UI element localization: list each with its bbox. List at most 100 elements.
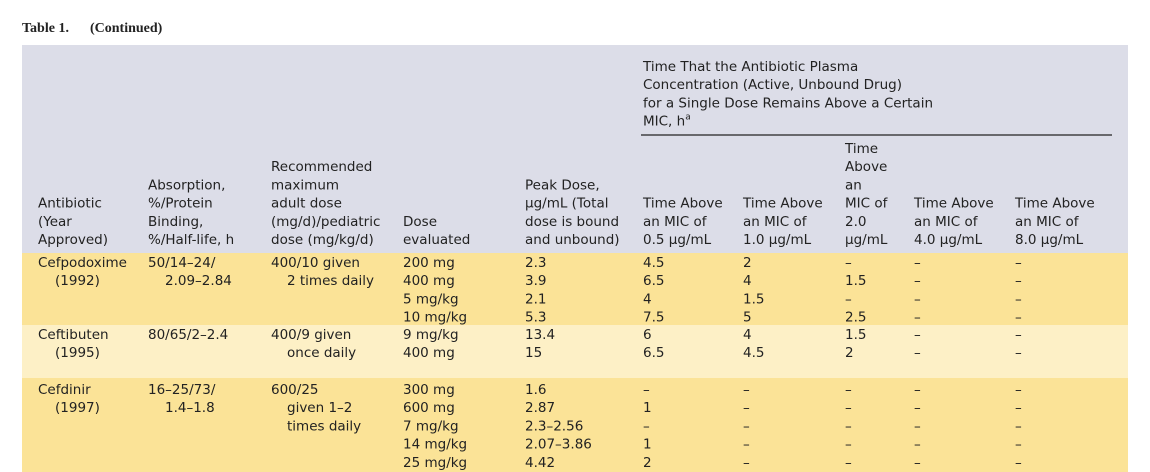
cell: –	[914, 327, 921, 343]
column-header: and unbound)	[525, 232, 620, 248]
cell: –	[914, 345, 921, 361]
column-header: dose (mg/kg/d)	[271, 232, 374, 248]
column-header: Time Above	[913, 196, 994, 212]
caption-note: (Continued)	[90, 21, 163, 36]
antibiotic-text: Cefpodoxime	[38, 255, 127, 271]
absorption-text: 50/14–24/	[148, 255, 216, 271]
cell: 2.87	[525, 400, 555, 416]
group-header-line: Time That the Antibiotic Plasma	[642, 59, 858, 75]
column-header: 1.0 μg/mL	[743, 232, 812, 248]
recommended-text: 600/25	[271, 382, 319, 398]
cell: 1.5	[845, 327, 866, 343]
column-header: an MIC of	[743, 214, 808, 230]
cell: 400 mg	[403, 273, 455, 289]
absorption-text: 2.09–2.84	[165, 273, 232, 289]
cell: –	[1015, 382, 1022, 398]
recommended-text: 400/9 given	[271, 327, 351, 343]
cell: –	[1015, 273, 1022, 289]
cell: 13.4	[525, 327, 555, 343]
recommended-text: once daily	[287, 345, 356, 361]
cell: 4.5	[643, 255, 664, 271]
antibiotic-text: (1997)	[55, 400, 100, 416]
header-background	[22, 45, 1128, 253]
cell: 400 mg	[403, 345, 455, 361]
cell: –	[914, 437, 921, 453]
group-band	[22, 325, 1128, 378]
cell: –	[1015, 418, 1022, 434]
column-header: Time Above	[642, 196, 723, 212]
antibiotic-text: Ceftibuten	[38, 327, 109, 343]
cell: 1	[643, 437, 652, 453]
cell: 15	[525, 345, 542, 361]
cell: –	[914, 291, 921, 307]
recommended-text: times daily	[287, 418, 361, 434]
column-header: Approved)	[38, 232, 108, 248]
cell: –	[1015, 437, 1022, 453]
cell: –	[743, 400, 750, 416]
column-header: (Year	[38, 214, 72, 230]
column-header: 2.0	[845, 214, 866, 230]
column-header: Time Above	[742, 196, 823, 212]
column-header: MIC of	[845, 196, 889, 212]
column-header: Absorption,	[148, 177, 225, 193]
column-header: Peak Dose,	[525, 177, 600, 193]
cell: 1	[643, 400, 652, 416]
cell: –	[845, 255, 852, 271]
column-header: 4.0 μg/mL	[914, 232, 983, 248]
cell: –	[743, 437, 750, 453]
cell: –	[914, 382, 921, 398]
antibiotic-text: (1995)	[55, 345, 100, 361]
cell: 25 mg/kg	[403, 455, 467, 471]
cell: 2.3–2.56	[525, 418, 583, 434]
cell: 10 mg/kg	[403, 310, 467, 326]
recommended-text: 2 times daily	[287, 273, 374, 289]
cell: –	[643, 382, 650, 398]
column-header: Antibiotic	[38, 196, 102, 212]
column-header: Time	[844, 141, 878, 157]
column-header: Time Above	[1014, 196, 1095, 212]
cell: –	[1015, 327, 1022, 343]
column-header: an MIC of	[643, 214, 708, 230]
cell: 1.5	[845, 273, 866, 289]
group-band	[22, 378, 1128, 472]
cell: 9 mg/kg	[403, 327, 459, 343]
group-band	[22, 253, 1128, 325]
cell: –	[914, 418, 921, 434]
cell: 1.5	[743, 291, 764, 307]
cell: 4.42	[525, 455, 555, 471]
caption-label: Table 1.	[22, 21, 69, 36]
cell: 200 mg	[403, 255, 455, 271]
cell: 1.6	[525, 382, 546, 398]
cell: 2	[845, 345, 854, 361]
column-header: dose is bound	[525, 214, 619, 230]
cell: 2	[643, 455, 652, 471]
cell: 6	[643, 327, 652, 343]
cell: 7 mg/kg	[403, 418, 459, 434]
cell: –	[845, 437, 852, 453]
cell: 4.5	[743, 345, 764, 361]
column-header: 8.0 μg/mL	[1015, 232, 1084, 248]
absorption-text: 1.4–1.8	[165, 400, 215, 416]
column-header: (mg/d)/pediatric	[271, 214, 380, 230]
group-header-line: MIC, ha	[643, 112, 691, 130]
column-header: Binding,	[148, 214, 203, 230]
column-header: adult dose	[271, 196, 342, 212]
cell: –	[1015, 400, 1022, 416]
antibiotic-text: (1992)	[55, 273, 100, 289]
group-header-text: MIC, h	[643, 114, 685, 130]
cell: 14 mg/kg	[403, 437, 467, 453]
cell: 5 mg/kg	[403, 291, 459, 307]
cell: –	[845, 382, 852, 398]
cell: 6.5	[643, 273, 664, 289]
column-header: maximum	[271, 177, 339, 193]
cell: –	[845, 418, 852, 434]
column-header: an MIC of	[1015, 214, 1080, 230]
recommended-text: 400/10 given	[271, 255, 360, 271]
cell: –	[914, 273, 921, 289]
column-header: an	[845, 177, 862, 193]
cell: 4	[743, 273, 752, 289]
cell: –	[914, 455, 921, 471]
absorption-text: 80/65/2–2.4	[148, 327, 228, 343]
absorption-text: 16–25/73/	[148, 382, 216, 398]
